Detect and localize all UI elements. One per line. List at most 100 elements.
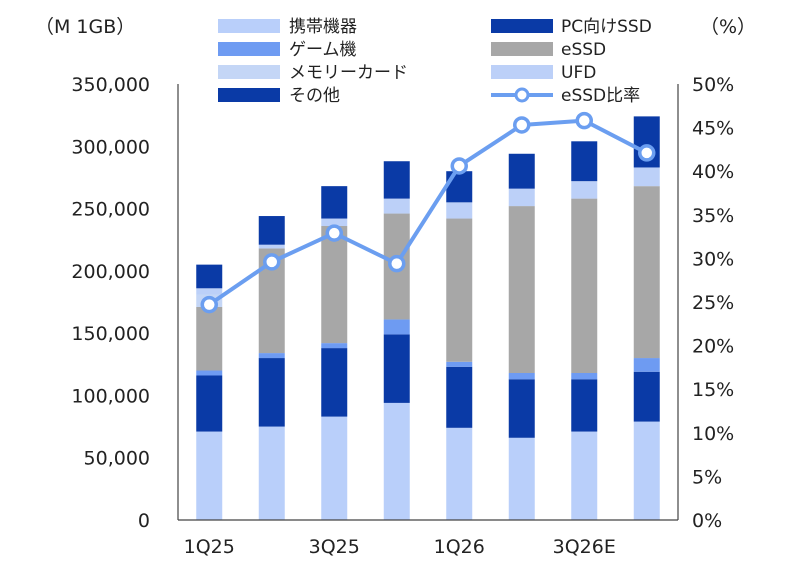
bar-segment (633, 186, 660, 359)
left-tick-label: 350,000 (71, 74, 150, 96)
left-tick-label: 300,000 (71, 136, 150, 158)
right-tick-label: 5% (692, 466, 722, 488)
bar-stack (196, 264, 223, 520)
bar-segment (571, 379, 598, 432)
legend-item: ゲーム機 (218, 40, 357, 60)
bar-segment (196, 431, 223, 520)
line-point (388, 254, 406, 273)
x-tick-label: 1Q26 (434, 536, 485, 558)
bar-segment (508, 206, 535, 374)
bar-segment (508, 379, 535, 438)
bar-segment (508, 188, 535, 207)
bar-segment (508, 373, 535, 380)
bar-stack (258, 216, 285, 520)
left-tick-label: 150,000 (71, 323, 150, 345)
bar-segment (258, 358, 285, 427)
bar-segment (321, 186, 348, 219)
legend-item: eSSD比率 (491, 86, 640, 106)
left-tick-label: 100,000 (71, 385, 150, 407)
bar-segment (258, 244, 285, 249)
legend-swatch (218, 19, 280, 33)
left-tick-label: 200,000 (71, 261, 150, 283)
legend-item: PC向けSSD (491, 17, 652, 37)
legend-item: 携帯機器 (218, 17, 357, 37)
bar-segment (633, 167, 660, 187)
legend-label: 携帯機器 (289, 17, 357, 37)
legend-swatch (491, 19, 553, 33)
line-point (575, 111, 593, 130)
bar-segment (446, 427, 473, 520)
x-axis-ticks: 1Q25 3Q25 1Q26 3Q26E (184, 536, 616, 558)
bar-stack (508, 153, 535, 520)
right-tick-label: 15% (692, 379, 734, 401)
bar-segment (508, 153, 535, 189)
bar-segment (258, 353, 285, 359)
bar-segment (196, 375, 223, 432)
bar-segment (196, 306, 223, 371)
bar-segment (633, 371, 660, 422)
bar-stack (383, 161, 410, 520)
bar-segment (196, 288, 223, 295)
legend: 携帯機器 PC向けSSD ゲーム機 eSSD メモリーカード UFD その他 eSSD比率 (218, 17, 652, 106)
legend-swatch (218, 65, 280, 79)
right-tick-label: 30% (692, 248, 734, 270)
bar-stacks (196, 116, 660, 520)
legend-label: eSSD比率 (561, 86, 640, 106)
right-tick-label: 20% (692, 336, 734, 358)
bar-segment (446, 361, 473, 367)
bar-stack (446, 171, 473, 520)
legend-swatch (491, 42, 553, 56)
bar-segment (321, 218, 348, 227)
bar-segment (571, 181, 598, 199)
line-point (638, 144, 656, 162)
line-point (200, 295, 218, 314)
x-tick-label: 3Q26E (553, 536, 616, 558)
right-tick-label: 35% (692, 205, 734, 227)
bar-stack (321, 186, 348, 520)
bar-stack (633, 116, 660, 520)
bar-segment (446, 366, 473, 428)
left-tick-label: 50,000 (84, 448, 150, 470)
x-tick-label: 3Q25 (309, 536, 360, 558)
bar-segment (446, 202, 473, 219)
bar-segment (383, 319, 410, 335)
right-tick-label: 0% (692, 510, 722, 532)
bar-segment (383, 198, 410, 214)
legend-swatch (218, 42, 280, 56)
legend-swatch (218, 88, 280, 102)
line-point (450, 157, 468, 175)
bar-segment (571, 198, 598, 374)
right-tick-label: 40% (692, 161, 734, 183)
legend-item: eSSD (491, 40, 606, 60)
bar-segment (446, 171, 473, 203)
bar-segment (383, 161, 410, 199)
bar-segment (196, 370, 223, 376)
bar-segment (321, 348, 348, 417)
bar-segment (571, 373, 598, 380)
bar-segment (446, 218, 473, 362)
bar-segment (508, 437, 535, 520)
bar-segment (258, 216, 285, 245)
legend-label: その他 (289, 86, 340, 106)
line-point (513, 116, 531, 134)
left-tick-label: 0 (138, 510, 150, 532)
bar-segment (571, 431, 598, 520)
bar-segment (383, 334, 410, 403)
right-tick-label: 50% (692, 74, 734, 96)
right-axis-unit: （%） (700, 16, 756, 38)
bar-segment (196, 264, 223, 289)
axes (177, 84, 679, 521)
right-axis-ticks: 0% 5% 10% 15% 20% 25% 30% 35% 40% 45% 50% (692, 74, 734, 532)
bar-segment (633, 421, 660, 520)
bar-segment (321, 226, 348, 344)
legend-item: その他 (218, 86, 340, 106)
left-axis-unit: （M 1GB） (35, 16, 135, 38)
x-tick-label: 1Q25 (184, 536, 235, 558)
bar-segment (258, 426, 285, 520)
bar-stack (571, 141, 598, 520)
bar-segment (321, 343, 348, 349)
legend-item: UFD (491, 63, 596, 83)
bar-segment (633, 358, 660, 372)
bar-segment (321, 416, 348, 520)
